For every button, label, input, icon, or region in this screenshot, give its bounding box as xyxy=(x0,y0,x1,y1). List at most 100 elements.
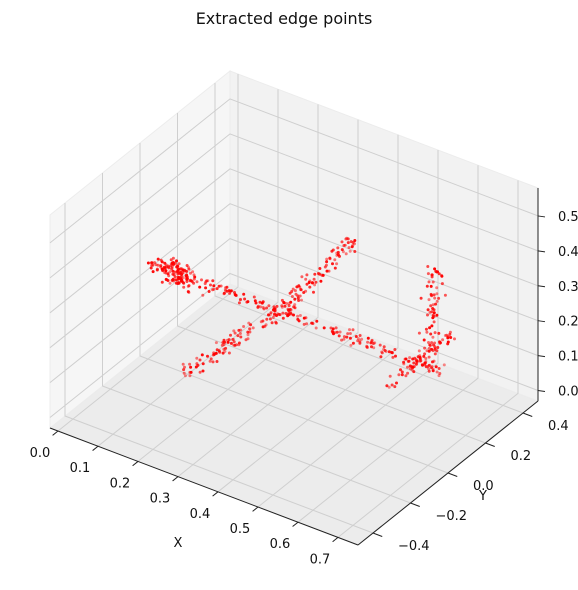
data-point-111 xyxy=(372,346,376,350)
data-point-120 xyxy=(348,328,351,332)
y-tick-2 xyxy=(447,472,458,477)
data-point-557 xyxy=(155,268,159,272)
data-point-324 xyxy=(313,283,317,287)
data-point-474 xyxy=(408,367,412,371)
data-point-317 xyxy=(298,285,302,289)
data-point-603 xyxy=(156,257,160,261)
data-point-61 xyxy=(351,341,355,345)
data-point-582 xyxy=(182,285,186,289)
data-point-264 xyxy=(259,320,263,324)
data-point-152 xyxy=(302,322,306,326)
data-point-272 xyxy=(261,325,265,329)
y-tick-1 xyxy=(410,502,420,507)
data-point-32 xyxy=(228,291,232,295)
data-point-254 xyxy=(273,312,277,316)
data-point-118 xyxy=(204,286,208,290)
data-point-464 xyxy=(408,364,412,368)
data-point-256 xyxy=(276,312,279,316)
x-tick-2 xyxy=(132,461,139,467)
data-point-409 xyxy=(432,320,436,324)
data-point-373 xyxy=(300,298,303,302)
data-point-596 xyxy=(177,277,181,281)
data-point-385 xyxy=(431,335,435,339)
data-point-240 xyxy=(251,326,255,330)
data-point-252 xyxy=(246,333,250,337)
data-point-496 xyxy=(449,336,453,339)
data-point-500 xyxy=(439,341,442,345)
data-point-584 xyxy=(178,272,182,275)
data-point-218 xyxy=(248,327,251,331)
data-point-315 xyxy=(318,267,322,270)
x-grid-line-7 xyxy=(337,180,519,538)
data-point-416 xyxy=(433,267,437,271)
data-point-524 xyxy=(189,278,192,282)
data-point-515 xyxy=(185,280,189,283)
data-point-72 xyxy=(380,351,384,355)
data-point-136 xyxy=(204,280,208,284)
x-tick-label-3: 0.3 xyxy=(150,492,171,507)
data-point-344 xyxy=(346,241,350,245)
z-tick-3 xyxy=(537,285,546,288)
data-point-448 xyxy=(426,272,430,276)
data-point-290 xyxy=(333,258,337,262)
data-point-332 xyxy=(302,291,306,294)
data-point-181 xyxy=(342,337,346,341)
data-point-449 xyxy=(430,324,434,328)
data-point-560 xyxy=(151,270,155,274)
data-point-323 xyxy=(283,304,287,308)
data-point-4 xyxy=(269,311,273,315)
data-point-374 xyxy=(325,269,329,273)
z-tick-5 xyxy=(537,215,546,218)
data-point-156 xyxy=(298,314,302,317)
data-point-303 xyxy=(291,287,295,291)
data-point-205 xyxy=(232,340,236,344)
data-point-105 xyxy=(146,261,150,265)
data-point-179 xyxy=(370,340,374,344)
data-point-128 xyxy=(373,341,377,345)
data-point-125 xyxy=(256,305,260,309)
data-point-186 xyxy=(292,313,295,317)
data-point-246 xyxy=(198,358,202,362)
data-point-435 xyxy=(426,265,430,268)
data-point-29 xyxy=(254,301,258,305)
data-point-321 xyxy=(319,279,323,283)
y-tick-0 xyxy=(372,532,383,537)
data-point-162 xyxy=(378,343,382,347)
data-point-355 xyxy=(344,237,348,241)
data-point-92 xyxy=(242,292,246,296)
data-point-468 xyxy=(388,374,392,378)
data-point-55 xyxy=(349,343,353,347)
data-point-484 xyxy=(435,349,439,353)
data-point-42 xyxy=(211,279,215,283)
data-point-99 xyxy=(354,335,358,338)
data-point-377 xyxy=(333,266,337,270)
data-point-86 xyxy=(366,340,370,344)
data-point-546 xyxy=(185,264,189,267)
data-point-475 xyxy=(419,359,423,363)
data-point-343 xyxy=(325,257,329,261)
data-point-238 xyxy=(188,370,192,374)
z-tick-label-1: 0.1 xyxy=(558,350,578,365)
data-point-194 xyxy=(229,333,232,337)
data-point-247 xyxy=(215,360,219,363)
data-point-583 xyxy=(192,281,196,285)
x-axis-label: X xyxy=(174,536,183,551)
data-point-282 xyxy=(223,340,227,344)
z-grid-line-5 xyxy=(49,98,539,244)
data-point-447 xyxy=(423,346,427,350)
data-point-348 xyxy=(297,299,301,302)
data-point-406 xyxy=(427,280,431,284)
data-point-358 xyxy=(341,250,345,254)
data-point-463 xyxy=(404,374,408,378)
data-point-155 xyxy=(331,327,335,331)
data-point-479 xyxy=(412,370,416,374)
z-tick-label-3: 0.3 xyxy=(558,280,578,295)
data-point-490 xyxy=(428,343,432,347)
data-point-145 xyxy=(438,372,442,375)
data-point-117 xyxy=(390,351,394,355)
data-point-366 xyxy=(280,304,284,308)
data-point-554 xyxy=(168,281,172,285)
data-point-33 xyxy=(219,284,223,288)
data-point-456 xyxy=(393,385,397,389)
tick-marks xyxy=(52,215,546,543)
